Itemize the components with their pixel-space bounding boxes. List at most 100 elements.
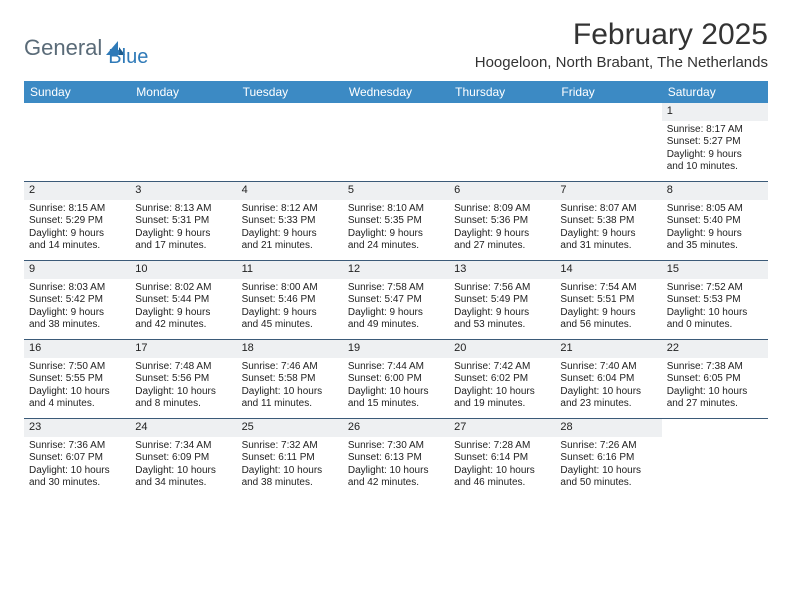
weekday-header: Sunday	[24, 81, 130, 103]
sunrise-text: Sunrise: 7:42 AM	[454, 361, 550, 374]
day-number: 4	[237, 182, 343, 200]
daylight-text: Daylight: 10 hours	[560, 386, 656, 399]
sunrise-text: Sunrise: 8:02 AM	[135, 282, 231, 295]
daylight-text: and 0 minutes.	[667, 319, 763, 332]
sunrise-text: Sunrise: 8:10 AM	[348, 203, 444, 216]
daylight-text: Daylight: 9 hours	[29, 307, 125, 320]
day-number: 24	[130, 419, 236, 437]
sunset-text: Sunset: 6:00 PM	[348, 373, 444, 386]
sunset-text: Sunset: 6:04 PM	[560, 373, 656, 386]
day-cell: 18Sunrise: 7:46 AMSunset: 5:58 PMDayligh…	[237, 340, 343, 418]
day-details: Sunrise: 7:36 AMSunset: 6:07 PMDaylight:…	[24, 437, 130, 496]
day-cell: 17Sunrise: 7:48 AMSunset: 5:56 PMDayligh…	[130, 340, 236, 418]
sunset-text: Sunset: 5:56 PM	[135, 373, 231, 386]
sunset-text: Sunset: 5:31 PM	[135, 215, 231, 228]
day-cell: 3Sunrise: 8:13 AMSunset: 5:31 PMDaylight…	[130, 182, 236, 260]
daylight-text: Daylight: 10 hours	[348, 465, 444, 478]
day-cell	[343, 103, 449, 181]
sunset-text: Sunset: 5:29 PM	[29, 215, 125, 228]
day-cell: 21Sunrise: 7:40 AMSunset: 6:04 PMDayligh…	[555, 340, 661, 418]
sunrise-text: Sunrise: 7:30 AM	[348, 440, 444, 453]
day-number: 23	[24, 419, 130, 437]
sunset-text: Sunset: 5:40 PM	[667, 215, 763, 228]
sunrise-text: Sunrise: 7:44 AM	[348, 361, 444, 374]
title-block: February 2025 Hoogeloon, North Brabant, …	[475, 18, 768, 71]
day-cell: 12Sunrise: 7:58 AMSunset: 5:47 PMDayligh…	[343, 261, 449, 339]
sunrise-text: Sunrise: 7:52 AM	[667, 282, 763, 295]
day-cell: 28Sunrise: 7:26 AMSunset: 6:16 PMDayligh…	[555, 419, 661, 497]
day-cell: 13Sunrise: 7:56 AMSunset: 5:49 PMDayligh…	[449, 261, 555, 339]
daylight-text: Daylight: 9 hours	[29, 228, 125, 241]
day-details: Sunrise: 8:13 AMSunset: 5:31 PMDaylight:…	[130, 200, 236, 259]
sunset-text: Sunset: 6:07 PM	[29, 452, 125, 465]
day-number: 8	[662, 182, 768, 200]
day-details: Sunrise: 8:15 AMSunset: 5:29 PMDaylight:…	[24, 200, 130, 259]
sunrise-text: Sunrise: 7:56 AM	[454, 282, 550, 295]
sunset-text: Sunset: 6:11 PM	[242, 452, 338, 465]
day-cell: 5Sunrise: 8:10 AMSunset: 5:35 PMDaylight…	[343, 182, 449, 260]
day-number: 11	[237, 261, 343, 279]
daylight-text: Daylight: 9 hours	[667, 228, 763, 241]
day-details: Sunrise: 7:54 AMSunset: 5:51 PMDaylight:…	[555, 279, 661, 338]
sunset-text: Sunset: 5:38 PM	[560, 215, 656, 228]
day-cell: 22Sunrise: 7:38 AMSunset: 6:05 PMDayligh…	[662, 340, 768, 418]
day-cell	[24, 103, 130, 181]
location-subtitle: Hoogeloon, North Brabant, The Netherland…	[475, 54, 768, 71]
sunrise-text: Sunrise: 7:36 AM	[29, 440, 125, 453]
day-number: 21	[555, 340, 661, 358]
day-cell	[662, 419, 768, 497]
daylight-text: Daylight: 10 hours	[242, 465, 338, 478]
day-cell: 9Sunrise: 8:03 AMSunset: 5:42 PMDaylight…	[24, 261, 130, 339]
weekday-header: Tuesday	[237, 81, 343, 103]
week-row: 9Sunrise: 8:03 AMSunset: 5:42 PMDaylight…	[24, 260, 768, 339]
daylight-text: and 35 minutes.	[667, 240, 763, 253]
sunset-text: Sunset: 6:05 PM	[667, 373, 763, 386]
sunrise-text: Sunrise: 7:46 AM	[242, 361, 338, 374]
day-number: 10	[130, 261, 236, 279]
sunrise-text: Sunrise: 8:05 AM	[667, 203, 763, 216]
day-number: 5	[343, 182, 449, 200]
page-title: February 2025	[475, 18, 768, 52]
daylight-text: and 21 minutes.	[242, 240, 338, 253]
daylight-text: Daylight: 9 hours	[135, 307, 231, 320]
daylight-text: Daylight: 9 hours	[348, 307, 444, 320]
sunset-text: Sunset: 5:51 PM	[560, 294, 656, 307]
sunset-text: Sunset: 5:42 PM	[29, 294, 125, 307]
day-cell: 8 Sunrise: 8:05 AMSunset: 5:40 PMDaylight…	[662, 182, 768, 260]
day-details: Sunrise: 7:38 AMSunset: 6:05 PMDaylight:…	[662, 358, 768, 417]
daylight-text: Daylight: 9 hours	[242, 228, 338, 241]
day-number: 12	[343, 261, 449, 279]
daylight-text: and 38 minutes.	[29, 319, 125, 332]
day-details: Sunrise: 8:09 AMSunset: 5:36 PMDaylight:…	[449, 200, 555, 259]
daylight-text: Daylight: 9 hours	[135, 228, 231, 241]
logo-word-blue: Blue	[108, 46, 148, 69]
day-cell	[449, 103, 555, 181]
sunrise-text: Sunrise: 8:00 AM	[242, 282, 338, 295]
day-details: Sunrise: 8:07 AMSunset: 5:38 PMDaylight:…	[555, 200, 661, 259]
day-cell: 16Sunrise: 7:50 AMSunset: 5:55 PMDayligh…	[24, 340, 130, 418]
sunrise-text: Sunrise: 7:28 AM	[454, 440, 550, 453]
day-details: Sunrise: 8:00 AMSunset: 5:46 PMDaylight:…	[237, 279, 343, 338]
day-details: Sunrise: 8:10 AMSunset: 5:35 PMDaylight:…	[343, 200, 449, 259]
sunset-text: Sunset: 5:47 PM	[348, 294, 444, 307]
day-number: 9	[24, 261, 130, 279]
day-number: 16	[24, 340, 130, 358]
day-cell	[555, 103, 661, 181]
daylight-text: and 8 minutes.	[135, 398, 231, 411]
day-details: Sunrise: 7:56 AMSunset: 5:49 PMDaylight:…	[449, 279, 555, 338]
weekday-header: Thursday	[449, 81, 555, 103]
sunset-text: Sunset: 5:55 PM	[29, 373, 125, 386]
logo-word-general: General	[24, 35, 102, 61]
day-details: Sunrise: 7:44 AMSunset: 6:00 PMDaylight:…	[343, 358, 449, 417]
day-cell: 7Sunrise: 8:07 AMSunset: 5:38 PMDaylight…	[555, 182, 661, 260]
day-number: 26	[343, 419, 449, 437]
daylight-text: Daylight: 9 hours	[348, 228, 444, 241]
daylight-text: Daylight: 9 hours	[667, 149, 763, 162]
sunrise-text: Sunrise: 7:54 AM	[560, 282, 656, 295]
daylight-text: and 45 minutes.	[242, 319, 338, 332]
day-details: Sunrise: 7:58 AMSunset: 5:47 PMDaylight:…	[343, 279, 449, 338]
day-details: Sunrise: 7:34 AMSunset: 6:09 PMDaylight:…	[130, 437, 236, 496]
week-row: 2Sunrise: 8:15 AMSunset: 5:29 PMDaylight…	[24, 181, 768, 260]
day-number: 25	[237, 419, 343, 437]
day-details: Sunrise: 7:40 AMSunset: 6:04 PMDaylight:…	[555, 358, 661, 417]
